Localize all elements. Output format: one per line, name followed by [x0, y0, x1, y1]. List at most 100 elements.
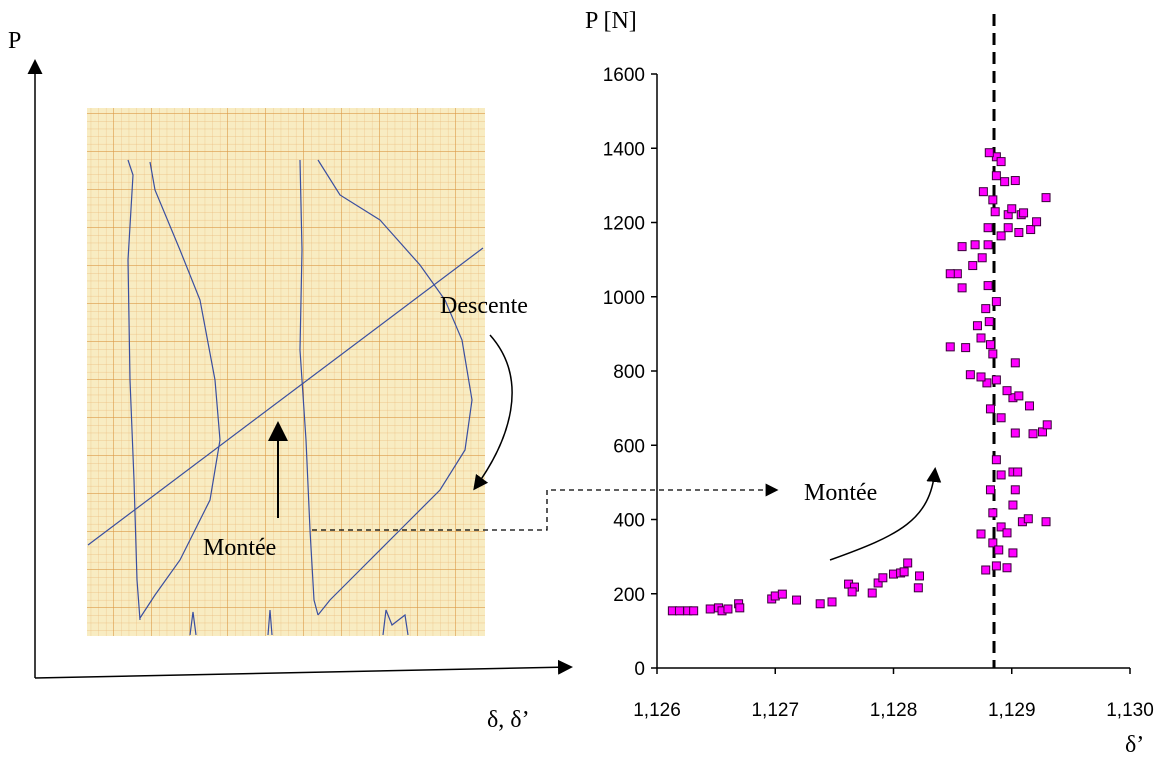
- point: [1019, 208, 1029, 218]
- point: [1003, 223, 1013, 233]
- point: [1002, 563, 1012, 573]
- point: [991, 561, 1001, 571]
- descent-arrow: [473, 334, 513, 491]
- point: [957, 242, 967, 252]
- point: [899, 567, 909, 577]
- point: [996, 157, 1006, 167]
- ascent-label: Montée: [203, 535, 276, 561]
- point: [988, 195, 998, 205]
- point: [957, 283, 967, 293]
- point: [996, 231, 1006, 241]
- x-axis-title: δ’: [1125, 732, 1144, 758]
- annotation: Montée: [804, 480, 877, 506]
- y-axis-title: P [N]: [585, 8, 637, 34]
- point: [976, 529, 986, 539]
- point: [867, 588, 877, 598]
- point: [1008, 548, 1018, 558]
- y-tick-label: 0: [634, 659, 645, 680]
- recorder-diagram: P δ, δ’ Descente Montée: [8, 28, 942, 733]
- x-tick-label: 1,127: [751, 700, 799, 721]
- point: [982, 378, 992, 388]
- point: [976, 372, 986, 382]
- point: [873, 578, 883, 588]
- point: [988, 508, 998, 518]
- point: [705, 604, 715, 614]
- point: [945, 269, 955, 279]
- point: [792, 595, 802, 605]
- point: [1002, 386, 1012, 396]
- point: [1028, 429, 1038, 439]
- link-arrow: [312, 483, 779, 531]
- point: [981, 304, 991, 314]
- point: [976, 333, 986, 343]
- point: [915, 571, 925, 581]
- point: [1024, 401, 1034, 411]
- graph-paper-grid: [87, 108, 485, 636]
- point: [990, 207, 1000, 217]
- y-tick-label: 1200: [603, 214, 645, 235]
- x-tick-label: 1,126: [633, 700, 681, 721]
- point: [996, 470, 1006, 480]
- point: [985, 485, 995, 495]
- point: [985, 404, 995, 414]
- point: [991, 171, 1001, 181]
- p-axis-label: P: [8, 28, 21, 54]
- point: [983, 240, 993, 250]
- point: [968, 261, 978, 271]
- point: [1002, 528, 1012, 538]
- point: [689, 606, 699, 616]
- y-tick-label: 800: [613, 362, 645, 383]
- point: [674, 606, 684, 616]
- point: [1023, 514, 1033, 524]
- point: [988, 349, 998, 359]
- point: [777, 589, 787, 599]
- point: [991, 455, 1001, 465]
- y-tick-label: 400: [613, 511, 645, 532]
- point: [903, 558, 913, 568]
- point: [978, 187, 988, 197]
- point: [996, 413, 1006, 423]
- point: [983, 281, 993, 291]
- point: [1014, 391, 1024, 401]
- point: [1010, 485, 1020, 495]
- x-tick-label: 1,130: [1106, 700, 1154, 721]
- point: [1041, 517, 1051, 527]
- y-tick-label: 1600: [603, 65, 645, 86]
- y-tick-label: 1400: [603, 139, 645, 160]
- point: [1037, 427, 1047, 437]
- point: [984, 317, 994, 327]
- point: [815, 599, 825, 609]
- point: [984, 148, 994, 158]
- point: [723, 604, 733, 614]
- point: [977, 253, 987, 263]
- ascent-curve-arrow: [829, 467, 942, 561]
- x-tick-label: 1,129: [988, 700, 1036, 721]
- point: [996, 522, 1006, 532]
- point: [1026, 225, 1036, 235]
- delta-axis: [34, 659, 573, 679]
- point: [961, 343, 971, 353]
- point: [1013, 467, 1023, 477]
- point: [1007, 204, 1017, 214]
- point: [972, 321, 982, 331]
- y-tick-label: 200: [613, 585, 645, 606]
- point: [913, 583, 923, 593]
- point: [981, 565, 991, 575]
- point: [1042, 420, 1052, 430]
- point: [1041, 193, 1051, 203]
- point: [1008, 500, 1018, 510]
- point: [983, 223, 993, 233]
- point: [1014, 228, 1024, 238]
- scatter-chart: P [N] δ’ Montée 0 200 400 600 800 1000 1200 140…: [585, 8, 1154, 758]
- point: [985, 340, 995, 350]
- point: [735, 603, 745, 613]
- point: [994, 545, 1004, 555]
- point: [1010, 358, 1020, 368]
- y-tick-label: 1000: [603, 288, 645, 309]
- point: [965, 370, 975, 380]
- descent-label: Descente: [440, 293, 528, 319]
- point: [1010, 428, 1020, 438]
- point: [827, 597, 837, 607]
- point: [991, 297, 1001, 307]
